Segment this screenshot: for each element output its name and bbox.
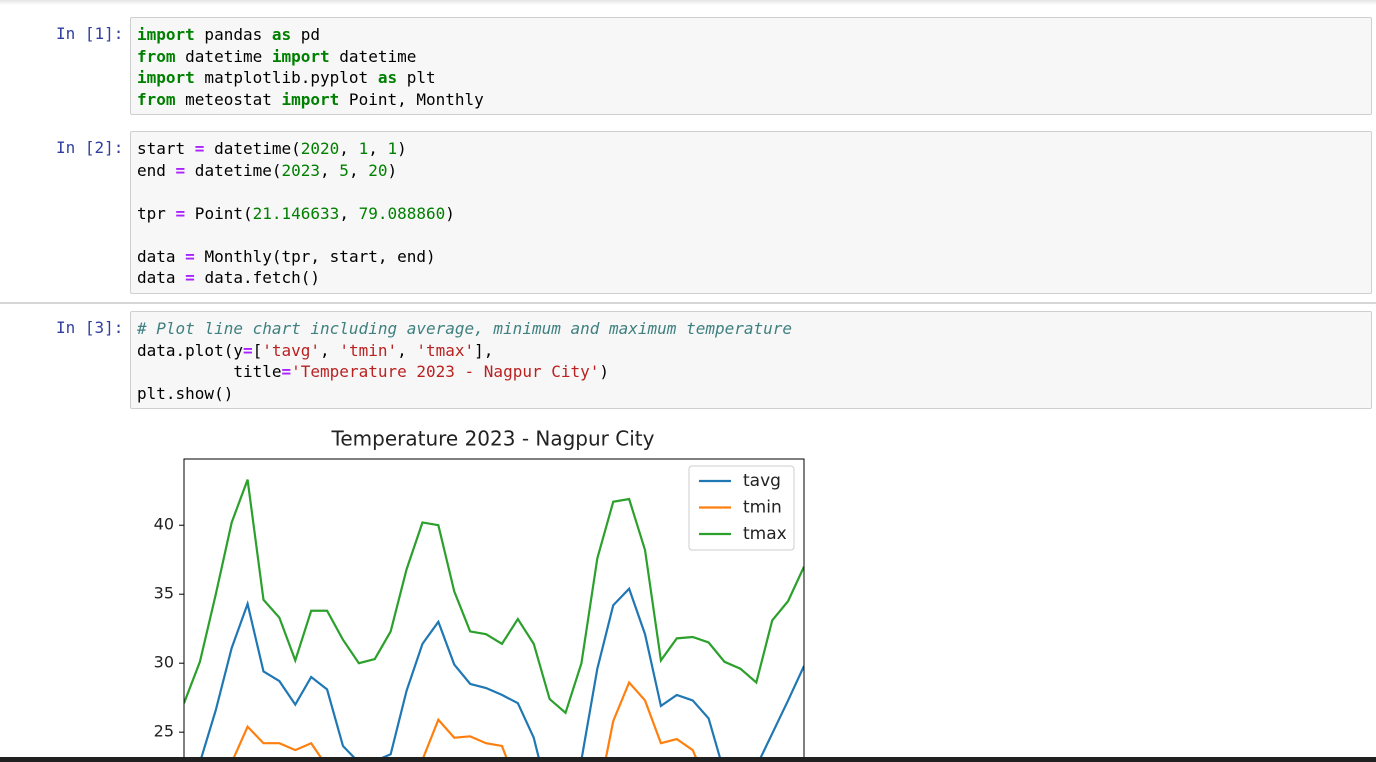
plot-area: [184, 479, 804, 757]
code-token: 2020: [300, 139, 340, 158]
legend-label: tavg: [743, 471, 781, 491]
code-line: title='Temperature 2023 - Nagpur City'): [137, 362, 610, 381]
code-token: 1: [358, 139, 369, 158]
chart-title: Temperature 2023 - Nagpur City: [331, 427, 655, 451]
code-token: =: [175, 160, 186, 180]
code-line: from datetime import datetime: [137, 46, 417, 66]
code-line: tpr = Point(21.146633, 79.088860): [137, 203, 455, 223]
y-tick-label: 40: [154, 515, 174, 534]
code-token: 1: [387, 139, 398, 158]
cell-prompt: In [3]:: [56, 318, 124, 337]
taskbar-edge: [0, 757, 1376, 762]
code-token: 'tmax': [416, 340, 475, 360]
code-token: import: [271, 46, 330, 66]
toolbar-shadow: [0, 0, 1376, 5]
code-token: from: [137, 89, 176, 109]
code-token: =: [175, 203, 186, 223]
code-cell[interactable]: import pandas as pd from datetime import …: [130, 17, 1372, 115]
code-line: data = Monthly(tpr, start, end): [137, 246, 436, 266]
code-token: =: [185, 268, 195, 287]
code-token: 79.088860: [358, 203, 446, 223]
code-line: end = datetime(2023, 5, 20): [137, 160, 398, 180]
cell-prompt: In [2]:: [56, 138, 124, 157]
code-token: import: [137, 68, 195, 87]
y-tick-label: 30: [154, 653, 174, 672]
legend-box: [688, 465, 795, 551]
code-token: 'Temperature 2023 - Nagpur City': [291, 362, 600, 381]
code-token: 21.146633: [252, 203, 340, 223]
code-token: 2023: [281, 160, 321, 180]
series-line: [184, 479, 804, 715]
code-cell[interactable]: start = datetime(2020, 1, 1) end = dateti…: [130, 131, 1372, 294]
cell-separator: [0, 302, 1376, 304]
code-line: from meteostat import Point, Monthly: [137, 89, 484, 109]
code-cell[interactable]: # Plot line chart including average, min…: [130, 311, 1372, 409]
code-token: 'tavg': [262, 340, 321, 360]
code-line: data.plot(y=['tavg', 'tmin', 'tmax'],: [137, 340, 494, 360]
code-line: # Plot line chart including average, min…: [137, 318, 1365, 340]
code-token: # Plot line chart including average, min…: [137, 319, 793, 338]
code-line: plt.show(): [137, 383, 234, 403]
code-line: data = data.fetch(): [137, 268, 321, 287]
code-token: as: [271, 25, 292, 44]
code-token: 20: [368, 160, 388, 180]
legend-label: tmax: [743, 524, 787, 544]
code-token: import: [137, 25, 195, 44]
series-line: [232, 680, 697, 757]
axes-frame: [183, 458, 805, 762]
code-line: start = datetime(2020, 1, 1): [137, 139, 407, 158]
code-token: =: [185, 246, 195, 266]
code-token: =: [194, 139, 205, 158]
code-line: import pandas as pd: [137, 25, 321, 44]
code-token: 'tmin': [339, 340, 398, 360]
code-line: import matplotlib.pyplot as plt: [137, 68, 436, 87]
code-token: import: [281, 89, 340, 109]
code-token: =: [281, 362, 292, 381]
y-tick-label: 25: [154, 722, 174, 741]
code-token: =: [242, 340, 253, 360]
series-line: [200, 586, 804, 757]
code-token: 5: [339, 160, 349, 180]
legend-label: tmin: [743, 498, 782, 518]
y-tick-label: 35: [154, 584, 174, 603]
code-token: from: [137, 46, 176, 66]
cell-prompt: In [1]:: [56, 24, 124, 43]
code-token: as: [377, 68, 398, 87]
